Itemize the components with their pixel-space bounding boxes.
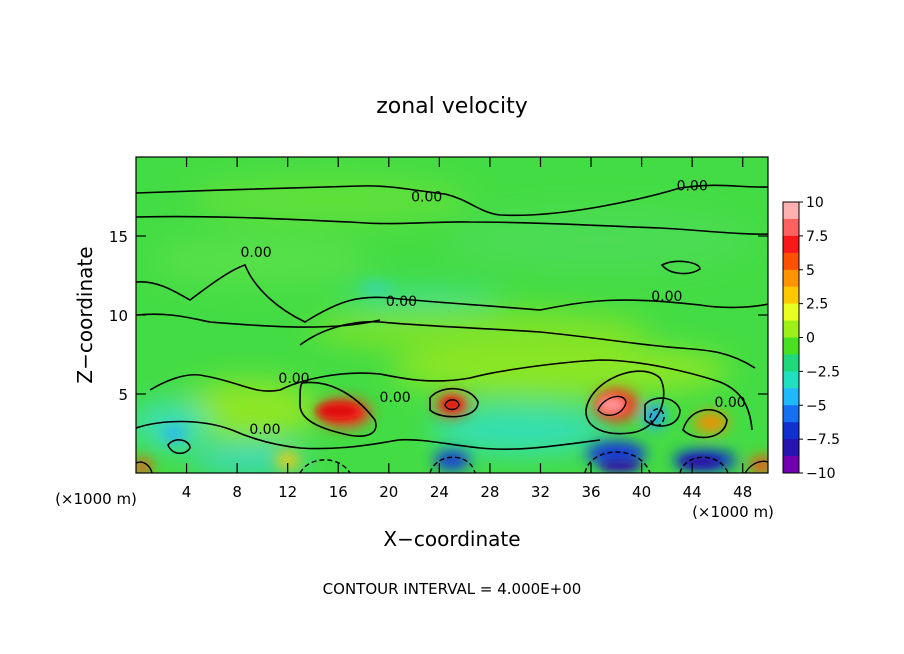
colorbar-swatch [783, 269, 799, 288]
chart-title: zonal velocity [376, 94, 528, 119]
negative-contours [299, 408, 729, 473]
colorbar-tick-label: 10 [806, 195, 824, 211]
colorbar-swatch [783, 252, 799, 271]
colorbar-tick-label: −5 [806, 398, 827, 414]
x-tick-label: 8 [232, 483, 242, 501]
feature-mark [161, 424, 186, 443]
x-tick-label: 48 [733, 483, 752, 501]
x-tick-label: 44 [683, 483, 702, 501]
colorbar-tick-label: −10 [806, 466, 836, 482]
feature-mark [434, 450, 470, 471]
colorbar-swatch [783, 405, 799, 423]
colorbar-swatch [783, 320, 799, 338]
colorbar-tick-label: 5 [806, 263, 815, 279]
colorbar-swatch [783, 286, 799, 305]
y-tick-label: 10 [109, 307, 128, 325]
x-tick-label: 4 [182, 483, 192, 501]
x-tick-label: 12 [278, 483, 297, 501]
x-tick-label: 40 [632, 483, 651, 501]
zero-contours [136, 184, 768, 455]
colorbar-swatch [783, 303, 799, 322]
contour-label: 0.00 [386, 294, 417, 310]
colorbar: 10 7.5 5 2.5 0 −2.5 −5 −7.5 −10 [782, 195, 840, 482]
contour-label: 0.00 [714, 395, 745, 411]
x-tick-label: 16 [329, 483, 348, 501]
contour-label: 0.00 [411, 190, 442, 206]
colorbar-swatch [783, 235, 799, 254]
colorbar-swatch [783, 456, 799, 474]
contour-label: 0.00 [249, 422, 280, 438]
colorbar-swatch [783, 371, 799, 389]
y-axis-label: Z−coordinate [73, 246, 97, 383]
colorbar-tick-label: −7.5 [806, 432, 840, 448]
contour-interval-note: CONTOUR INTERVAL = 4.000E+00 [323, 580, 582, 598]
colorbar-tick-label: 0 [806, 331, 815, 347]
x-unit-right: (×1000 m) [692, 503, 774, 521]
colorbar-swatch [783, 439, 799, 457]
contour-label: 0.00 [278, 371, 309, 387]
y-tick-label: 5 [118, 386, 128, 404]
heatmap-field [136, 157, 768, 473]
colorbar-swatch [783, 422, 799, 440]
colorbar-swatch [783, 388, 799, 406]
y-tick-label: 15 [109, 228, 128, 246]
x-tick-label: 28 [480, 483, 499, 501]
contour-label: 0.00 [380, 390, 411, 406]
x-tick-label: 20 [379, 483, 398, 501]
positive-contours [136, 395, 768, 473]
x-unit-left: (×1000 m) [55, 490, 137, 508]
colorbar-swatch [783, 337, 799, 355]
colorbar-tick-label: −2.5 [806, 364, 840, 380]
x-axis-ticks: 4 8 12 16 20 24 28 32 36 40 44 48 [182, 157, 752, 501]
colorbar-swatch [783, 354, 799, 372]
contour-label: 0.00 [240, 245, 271, 261]
feature-mark [360, 284, 393, 293]
contour-label: 0.00 [651, 289, 682, 305]
colorbar-swatch [783, 202, 799, 220]
colorbar-swatch [783, 218, 799, 237]
feature-mark [694, 412, 729, 433]
contour-labels: 0.00 0.00 0.00 0.00 0.00 0.00 0.00 0.00 0.00 [240, 178, 745, 437]
x-tick-label: 36 [581, 483, 600, 501]
colorbar-tick-label: 2.5 [806, 297, 828, 313]
field-smooth [136, 175, 750, 473]
x-tick-label: 32 [531, 483, 550, 501]
colorbar-tick-label: 7.5 [806, 229, 828, 245]
x-tick-label: 24 [430, 483, 449, 501]
x-axis-label: X−coordinate [383, 527, 520, 551]
contour-label: 0.00 [677, 178, 708, 194]
feature-mark [275, 452, 300, 469]
y-axis-ticks: 5 10 15 [109, 228, 768, 404]
feature-mark [586, 441, 647, 468]
feature-mark [749, 456, 768, 473]
